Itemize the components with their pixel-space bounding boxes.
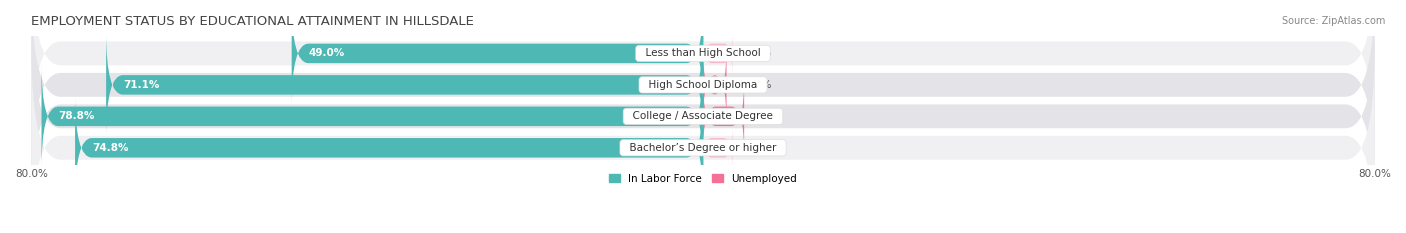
FancyBboxPatch shape — [105, 32, 703, 138]
Text: 49.0%: 49.0% — [308, 48, 344, 58]
Text: Bachelor’s Degree or higher: Bachelor’s Degree or higher — [623, 143, 783, 153]
FancyBboxPatch shape — [42, 63, 703, 169]
FancyBboxPatch shape — [31, 18, 1375, 215]
Text: 78.8%: 78.8% — [58, 111, 94, 121]
FancyBboxPatch shape — [31, 0, 1375, 183]
Text: College / Associate Degree: College / Associate Degree — [626, 111, 780, 121]
Legend: In Labor Force, Unemployed: In Labor Force, Unemployed — [605, 170, 801, 188]
Text: 4.9%: 4.9% — [756, 111, 783, 121]
Text: 74.8%: 74.8% — [91, 143, 128, 153]
FancyBboxPatch shape — [703, 32, 733, 75]
Text: High School Diploma: High School Diploma — [643, 80, 763, 90]
FancyBboxPatch shape — [75, 95, 703, 201]
FancyBboxPatch shape — [703, 79, 744, 154]
Text: 0.0%: 0.0% — [745, 48, 772, 58]
FancyBboxPatch shape — [703, 48, 727, 122]
FancyBboxPatch shape — [291, 0, 703, 106]
FancyBboxPatch shape — [31, 0, 1375, 152]
Text: 0.0%: 0.0% — [745, 143, 772, 153]
Text: 71.1%: 71.1% — [122, 80, 159, 90]
Text: Less than High School: Less than High School — [638, 48, 768, 58]
Text: EMPLOYMENT STATUS BY EDUCATIONAL ATTAINMENT IN HILLSDALE: EMPLOYMENT STATUS BY EDUCATIONAL ATTAINM… — [31, 15, 474, 28]
FancyBboxPatch shape — [703, 126, 733, 169]
FancyBboxPatch shape — [31, 50, 1375, 233]
Text: Source: ZipAtlas.com: Source: ZipAtlas.com — [1281, 16, 1385, 26]
Text: 2.8%: 2.8% — [745, 80, 772, 90]
